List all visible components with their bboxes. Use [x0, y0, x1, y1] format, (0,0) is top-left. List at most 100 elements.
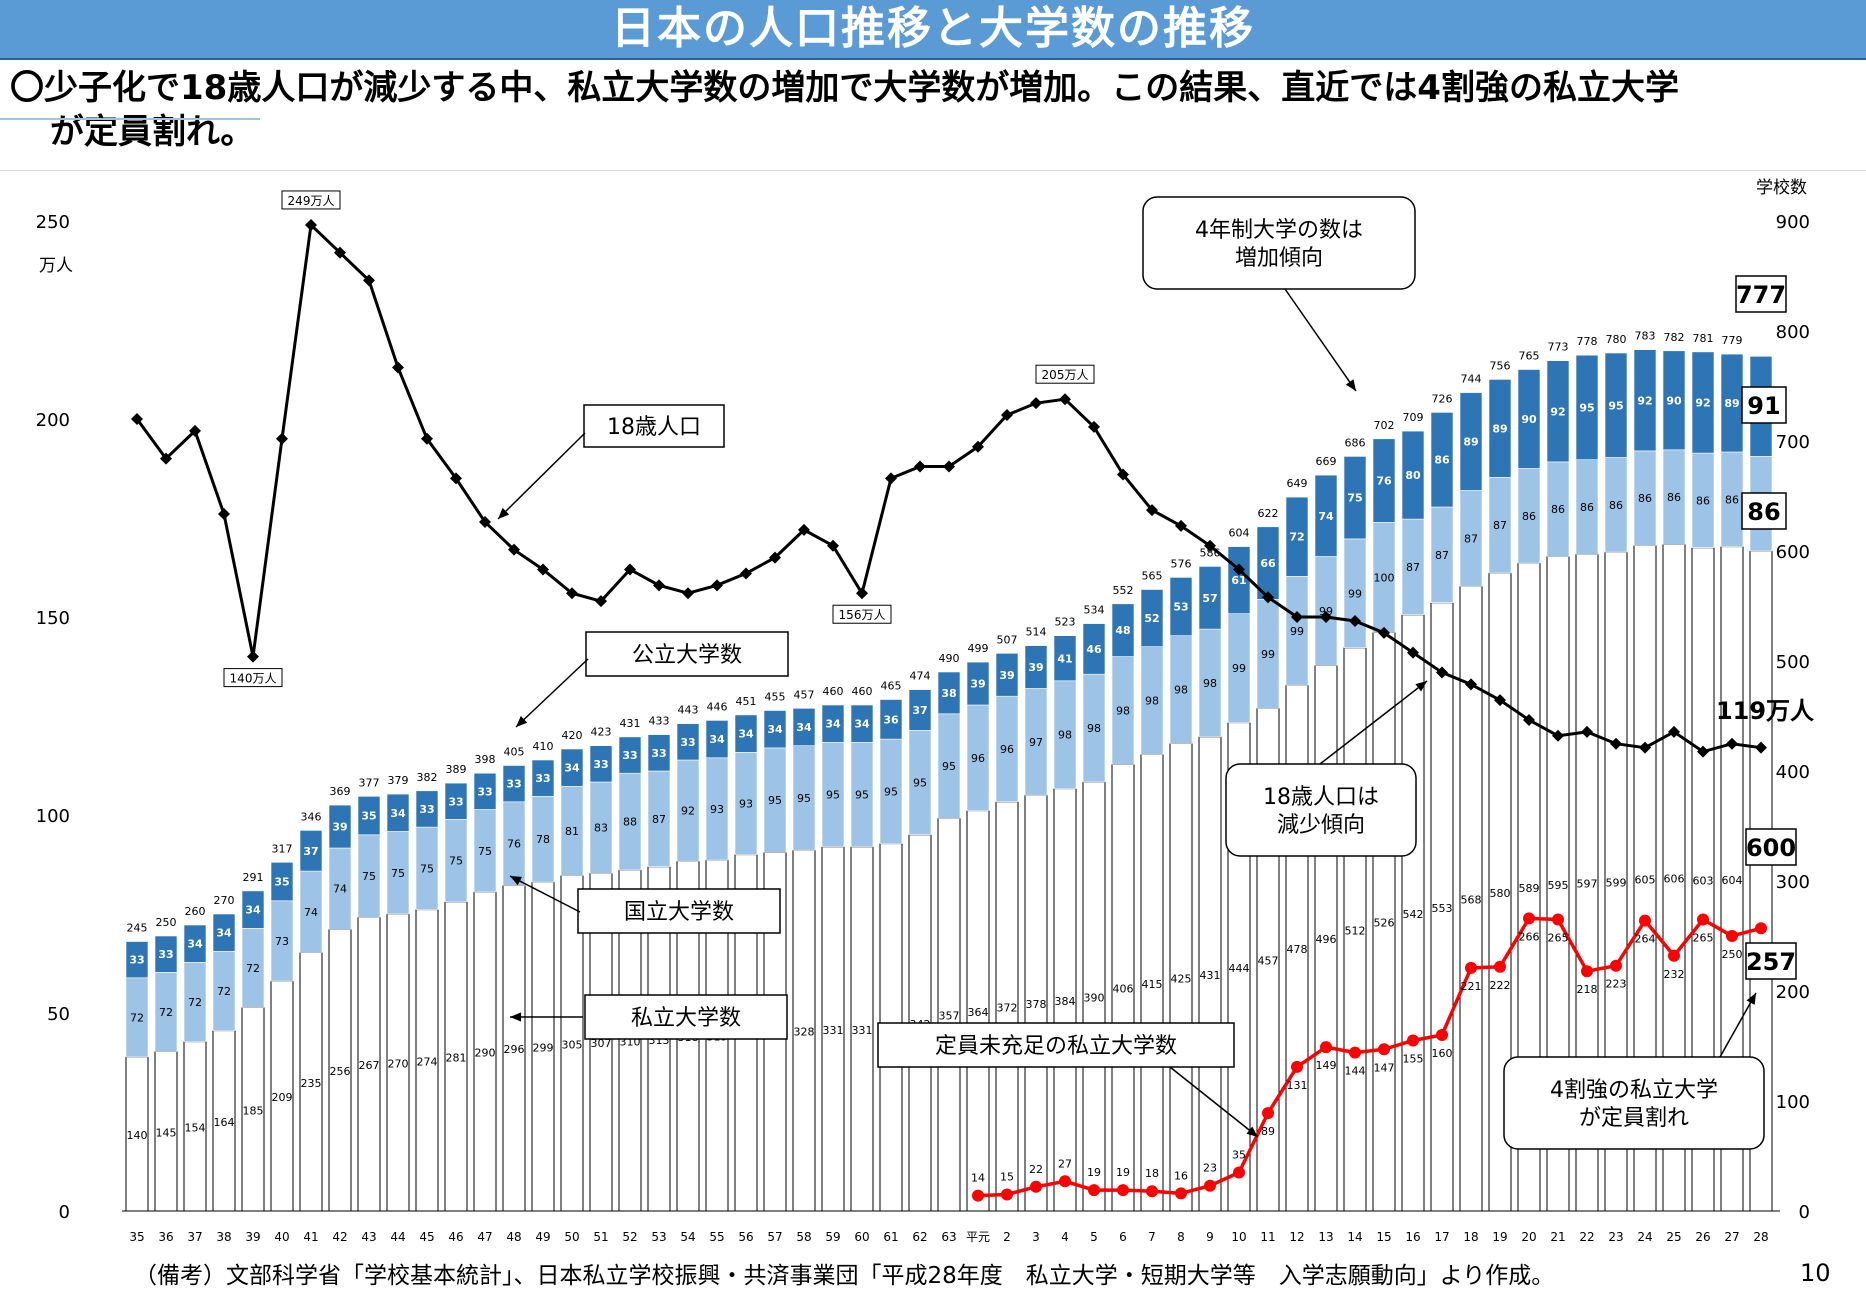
bar-public	[1488, 379, 1512, 478]
unfilled-point	[1030, 1180, 1042, 1193]
bar-public	[241, 890, 265, 929]
population-label-box	[223, 668, 283, 688]
public-value-label: 57	[1202, 592, 1217, 605]
unfilled-value-label: 222	[1490, 979, 1511, 992]
private-value-label: 606	[1664, 873, 1685, 886]
x-tick-label: 22	[1579, 1230, 1594, 1244]
population-point	[798, 523, 810, 536]
public-value-label: 89	[1463, 436, 1478, 449]
bar-public	[473, 772, 497, 810]
public-value-label: 33	[593, 758, 608, 771]
x-tick-label: 38	[216, 1230, 231, 1244]
callout-public: 公立大学数	[632, 643, 742, 668]
total-value-label: 346	[301, 810, 322, 823]
population-peak-label: 156万人	[839, 608, 886, 622]
bar-public	[676, 723, 700, 761]
x-tick-label: 43	[361, 1230, 376, 1244]
national-value-label: 86	[1725, 493, 1739, 506]
total-value-label: 622	[1258, 507, 1279, 520]
total-value-label: 260	[185, 905, 206, 918]
national-value-label: 87	[652, 813, 666, 826]
national-value-label: 95	[913, 777, 927, 790]
x-tick-label: 62	[912, 1230, 927, 1244]
unfilled-value-label: 23	[1203, 1162, 1217, 1175]
total-value-label: 552	[1113, 584, 1134, 597]
total-value-label: 317	[272, 842, 293, 855]
right-axis-tick: 400	[1776, 762, 1810, 783]
callout-unfilled-box	[877, 1022, 1235, 1068]
callout-unfilled-share: 4割強の私立大学	[1550, 1078, 1718, 1103]
x-tick-label: 44	[390, 1230, 405, 1244]
public-value-label: 33	[622, 749, 637, 762]
bar-public	[763, 710, 787, 749]
last-total-label: 777	[1736, 281, 1786, 309]
bar-public	[1082, 623, 1106, 675]
population-point	[624, 563, 636, 576]
national-value-label: 96	[1000, 743, 1014, 756]
x-tick-label: 63	[941, 1230, 956, 1244]
national-value-label: 99	[1261, 648, 1275, 661]
left-axis-tick: 200	[36, 410, 70, 431]
total-value-label: 604	[1229, 527, 1250, 540]
bar-public	[966, 661, 990, 706]
callout-18-population-arrow	[497, 432, 586, 520]
population-point	[1117, 468, 1129, 481]
bar-public	[1604, 352, 1628, 458]
total-value-label: 649	[1287, 477, 1308, 490]
right-axis-tick: 800	[1776, 322, 1810, 343]
unfilled-point	[1523, 912, 1535, 925]
private-value-label: 364	[968, 1006, 989, 1019]
private-value-label: 580	[1490, 887, 1511, 900]
unfilled-value-label: 155	[1403, 1053, 1424, 1066]
private-value-label: 164	[214, 1116, 235, 1129]
x-tick-label: 56	[738, 1230, 753, 1244]
private-value-label: 235	[301, 1077, 322, 1090]
public-value-label: 39	[970, 678, 985, 691]
public-value-label: 34	[187, 938, 203, 951]
national-value-label: 98	[1116, 705, 1130, 718]
unfilled-value-label: 19	[1116, 1166, 1130, 1179]
total-value-label: 389	[446, 763, 467, 776]
population-point	[1349, 614, 1361, 627]
bar-public	[299, 830, 323, 872]
x-tick-label: 18	[1463, 1230, 1478, 1244]
unfilled-value-label: 223	[1606, 978, 1627, 991]
public-value-label: 34	[245, 904, 261, 917]
private-value-label: 357	[939, 1010, 960, 1023]
x-tick-label: 51	[593, 1230, 608, 1244]
population-point	[1378, 626, 1390, 639]
last-unfilled-label: 257	[1746, 948, 1796, 976]
national-value-label: 88	[623, 816, 637, 829]
national-value-label: 72	[159, 1006, 173, 1019]
bar-public	[589, 745, 613, 783]
public-value-label: 35	[361, 810, 376, 823]
x-tick-label: 7	[1148, 1230, 1156, 1244]
bar-public	[415, 790, 439, 828]
total-value-label: 420	[562, 729, 583, 742]
public-value-label: 39	[332, 821, 347, 834]
total-value-label: 369	[330, 785, 351, 798]
public-value-label: 61	[1231, 574, 1246, 587]
bar-public	[1111, 603, 1135, 657]
unfilled-value-label: 218	[1577, 983, 1598, 996]
national-value-label: 100	[1374, 571, 1395, 584]
national-value-label: 95	[884, 785, 898, 798]
private-value-label: 597	[1577, 878, 1598, 891]
right-axis-tick: 300	[1776, 872, 1810, 893]
private-value-label: 605	[1635, 873, 1656, 886]
right-axis-tick: 900	[1776, 212, 1810, 233]
callout-18-population-box	[583, 404, 725, 448]
public-value-label: 95	[1608, 399, 1623, 412]
x-tick-label: 10	[1231, 1230, 1246, 1244]
bar-public	[531, 759, 555, 797]
public-value-label: 33	[651, 747, 666, 760]
bar-public	[1691, 351, 1715, 454]
public-value-label: 66	[1260, 557, 1276, 570]
private-value-label: 568	[1461, 894, 1482, 907]
population-label-box	[281, 190, 341, 210]
public-value-label: 92	[1695, 397, 1710, 410]
population-point	[856, 587, 868, 600]
callout-population-decrease-box	[1225, 763, 1417, 857]
public-value-label: 34	[796, 721, 812, 734]
national-value-label: 74	[333, 883, 347, 896]
